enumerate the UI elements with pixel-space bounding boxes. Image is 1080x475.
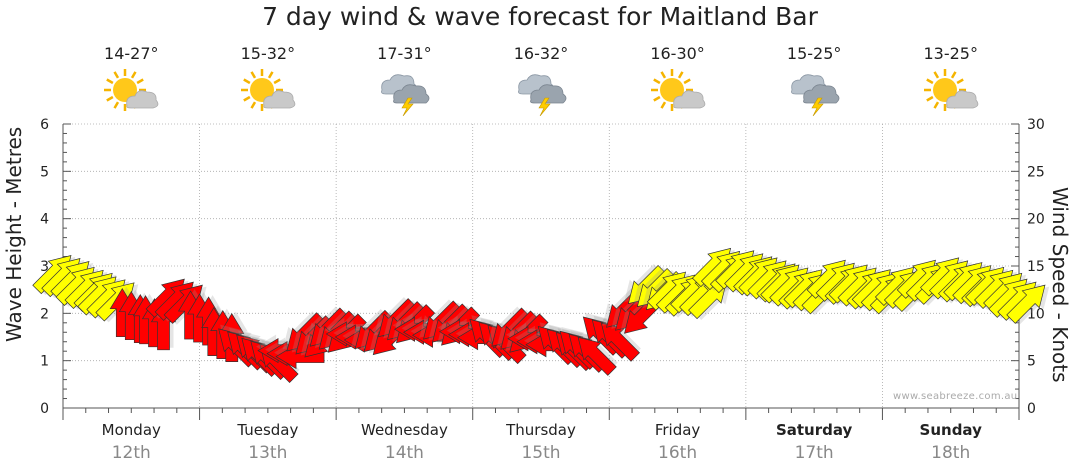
day-name-label: Friday [654,421,701,439]
day-name-label: Monday [101,421,161,439]
y-tick-label-right: 5 [1027,354,1036,370]
chart-axes: 0 1 2 3 4 5 6 0 5 10 15 20 25 30 [40,117,1045,420]
temp-range: 13-25° [923,44,978,63]
day-date-label: 18th [931,443,971,463]
y-tick-label-left: 2 [40,306,49,322]
partly-cloudy-sun-icon [923,69,979,111]
day-date-label: 17th [794,443,834,463]
thunderstorm-icon [518,74,567,116]
day-date-label: 12th [111,443,151,463]
y-tick-label-left: 5 [40,164,49,180]
day-name-label: Saturday [775,421,853,439]
day-date-label: 15th [521,443,561,463]
wind-arrow [1006,284,1050,325]
temp-range: 15-25° [786,44,842,63]
thunderstorm-icon [791,74,840,116]
wind-arrow [577,332,618,376]
chart-grid [63,123,1019,408]
day-name-label: Wednesday [361,421,448,439]
y-tick-label-left: 0 [40,401,49,417]
day-name-label: Tuesday [237,421,299,439]
day-name-label: Sunday [919,421,982,439]
temp-range: 16-30° [650,44,705,63]
source-credit: www.seabreeze.com.au [893,391,1018,402]
y-tick-label-left: 4 [40,212,49,228]
temp-range: 15-32° [240,44,296,63]
day-date-label: 14th [384,443,424,463]
partly-cloudy-sun-icon [240,69,296,111]
y-tick-label-right: 15 [1027,259,1045,275]
y-tick-label-right: 20 [1027,212,1045,228]
day-name-label: Thursday [506,421,576,439]
y-tick-label-right: 10 [1027,306,1045,322]
y-tick-label-left: 3 [40,259,49,275]
thunderstorm-icon [381,74,430,116]
wind-arrow-shape [1006,284,1046,324]
y-tick-label-right: 0 [1027,401,1036,417]
y-tick-label-right: 30 [1027,117,1045,133]
temp-range: 16-32° [513,44,569,63]
temp-range: 14-27° [104,44,159,63]
day-date-label: 13th [248,443,288,463]
chart-title: 7 day wind & wave forecast for Maitland … [262,2,818,31]
day-date-label: 16th [658,443,698,463]
partly-cloudy-sun-icon [650,69,705,111]
y-tick-label-right: 25 [1027,164,1045,180]
wind-arrow-shape [577,336,617,376]
y-tick-label-left: 6 [40,117,49,133]
wind-arrow-series [32,247,1050,384]
partly-cloudy-sun-icon [104,69,159,111]
y-tick-label-left: 1 [40,354,49,370]
temp-range: 17-31° [377,44,432,63]
